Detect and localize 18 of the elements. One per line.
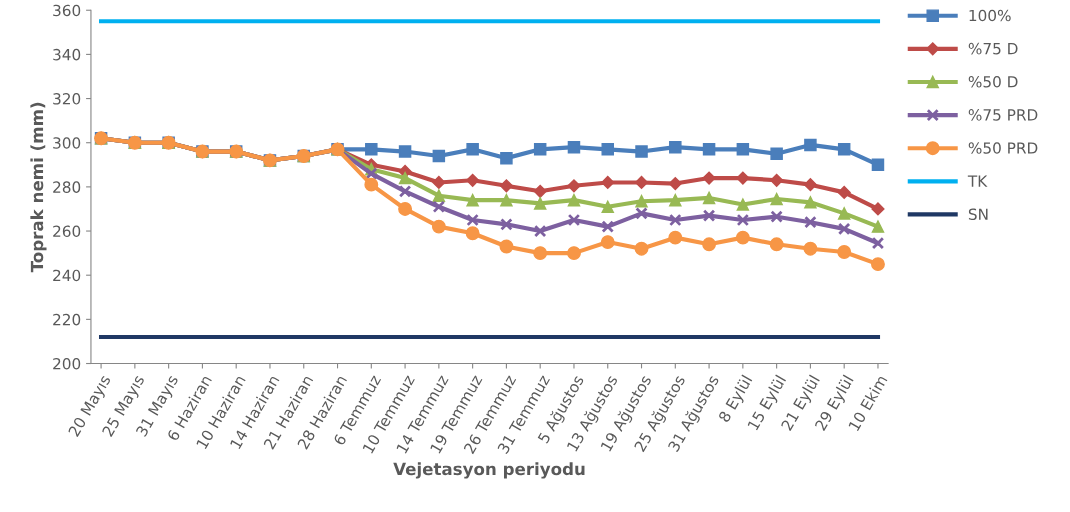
y-tick-label: 360 xyxy=(53,4,81,17)
y-tick-label: 340 xyxy=(53,48,81,61)
y-tick-label: 260 xyxy=(53,225,81,238)
legend-label: %75 PRD xyxy=(968,109,1038,121)
legend-label: SN xyxy=(968,208,988,221)
y-tick-label: 300 xyxy=(53,137,81,149)
legend-label: %50 PRD xyxy=(968,142,1038,154)
y-tick-label: 240 xyxy=(53,269,81,282)
y-axis-title: Toprak nemi (mm) xyxy=(30,102,47,273)
x-axis-title: Vejetasyon periyodu xyxy=(393,462,585,479)
y-tick-label: 200 xyxy=(53,357,81,370)
legend-label: 100% xyxy=(969,9,1011,22)
legend-label: %75 D xyxy=(968,42,1018,55)
y-tick-label: 280 xyxy=(53,181,81,193)
legend-label: %50 D xyxy=(968,75,1018,88)
y-tick-label: 220 xyxy=(53,313,81,326)
legend-label: TK xyxy=(967,175,988,187)
y-tick-label: 320 xyxy=(53,93,81,105)
